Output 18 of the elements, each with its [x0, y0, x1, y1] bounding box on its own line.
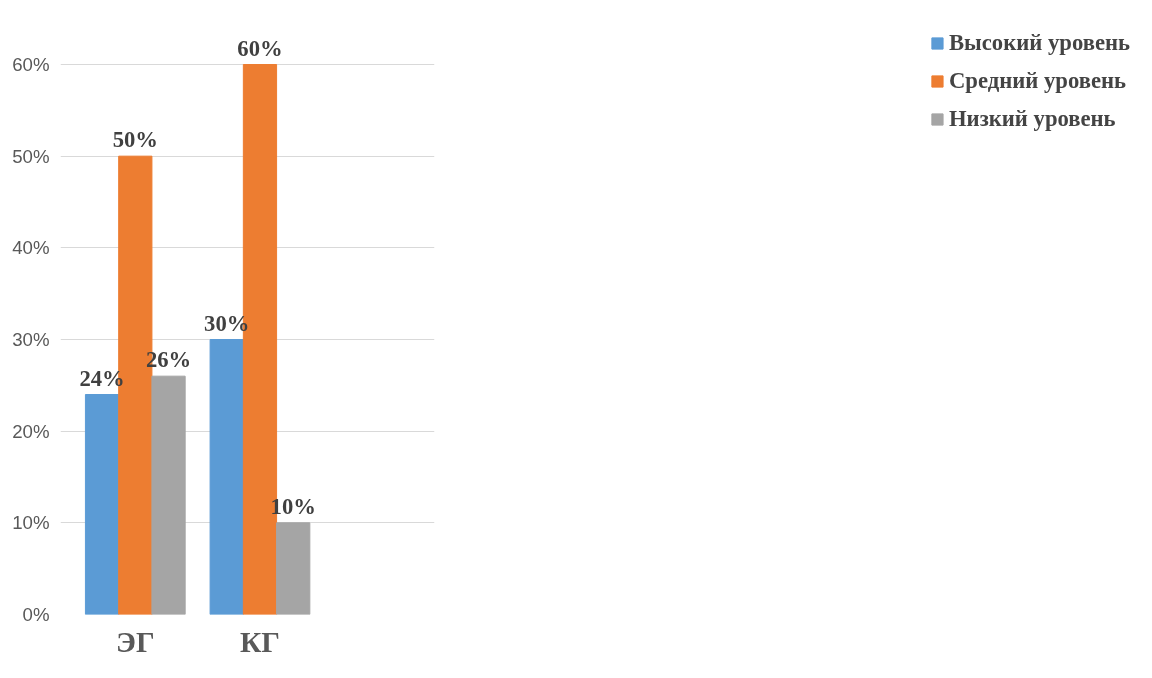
bar: [276, 522, 311, 615]
bar: [209, 339, 244, 615]
legend-label: Высокий уровень: [948, 30, 1130, 56]
data-label: 50%: [112, 127, 158, 153]
x-tick-label: КГ: [240, 625, 280, 658]
y-tick-label: 50%: [12, 145, 50, 167]
y-tick-label: 20%: [12, 420, 50, 442]
legend-label: Средний уровень: [948, 68, 1126, 94]
y-tick-label: 0%: [22, 604, 50, 625]
y-tick-label: 60%: [12, 54, 50, 75]
bar: [84, 394, 120, 615]
bar: [151, 375, 186, 615]
y-tick-label: 30%: [12, 329, 50, 350]
data-label: 60%: [237, 35, 283, 61]
legend-label: Низкий уровень: [948, 106, 1116, 132]
y-tick-label: 10%: [12, 512, 50, 534]
y-tick-label: 40%: [12, 237, 50, 259]
x-tick-label: ЭГ: [116, 625, 155, 658]
